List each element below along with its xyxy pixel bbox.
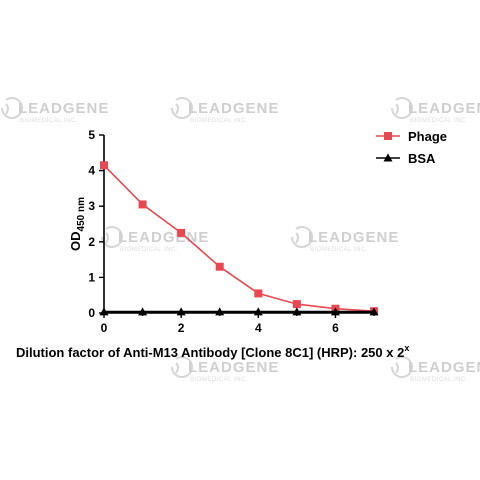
y-tick-label: 2 xyxy=(88,235,95,249)
leaf-icon xyxy=(391,97,413,119)
series-phage-point xyxy=(138,200,147,209)
watermark-text: LEADGENE xyxy=(408,100,480,117)
series-bsa-point xyxy=(176,307,186,316)
legend-item-bsa: BSA xyxy=(376,151,436,166)
x-tick-label: 4 xyxy=(255,321,262,335)
series-bsa xyxy=(99,307,379,316)
series-bsa-point xyxy=(292,307,302,316)
y-tick-label: 1 xyxy=(88,270,95,284)
legend-item-phage: Phage xyxy=(376,129,447,144)
leaf-icon xyxy=(1,97,23,119)
chart-axes xyxy=(103,135,374,314)
series-phage-point xyxy=(100,161,108,170)
x-tick-label: 2 xyxy=(178,321,185,335)
x-tick-label: 0 xyxy=(101,321,108,335)
y-axis-label: OD450 nm xyxy=(68,197,87,251)
y-tick-label: 0 xyxy=(88,306,95,320)
series-bsa-point xyxy=(99,307,109,316)
x-axis-label: Dilution factor of Anti-M13 Antibody [Cl… xyxy=(16,343,409,360)
series-layer xyxy=(99,161,379,316)
legend-swatch-marker xyxy=(383,153,393,162)
x-axis-label-main: Dilution factor of Anti-M13 Antibody [Cl… xyxy=(16,345,404,360)
leaf-icon xyxy=(391,356,413,378)
series-phage-point xyxy=(254,289,263,298)
watermark-text: LEADGENE xyxy=(118,229,209,246)
y-tick-label: 4 xyxy=(88,164,95,178)
series-phage-line xyxy=(103,164,375,313)
watermark-text: LEADGENE xyxy=(18,100,109,117)
x-axis-label-sup: x xyxy=(404,343,409,353)
watermark-text: LEADGENE xyxy=(308,229,399,246)
leaf-icon xyxy=(291,226,313,248)
chart-legend: Phage BSA xyxy=(376,129,447,166)
watermark-subtext: BIOMEDICAL INC. xyxy=(410,377,468,383)
y-axis-label-main: OD xyxy=(68,231,83,251)
y-tick-label: 5 xyxy=(88,128,95,142)
x-ticks: 0 2 4 6 xyxy=(101,313,375,335)
watermark-subtext: BIOMEDICAL INC. xyxy=(120,247,178,253)
series-phage-point xyxy=(215,262,224,271)
watermark-subtext: BIOMEDICAL INC. xyxy=(310,247,368,253)
watermark-subtext: BIOMEDICAL INC. xyxy=(190,118,248,124)
y-tick-label: 3 xyxy=(88,199,95,213)
leaf-icon xyxy=(171,356,193,378)
watermark-subtext: BIOMEDICAL INC. xyxy=(410,118,468,124)
legend-swatch-marker xyxy=(384,132,392,140)
watermark-text: LEADGENE xyxy=(188,100,279,117)
y-axis-label-sub: 450 nm xyxy=(76,197,87,232)
watermark-subtext: BIOMEDICAL INC. xyxy=(20,118,78,124)
leaf-icon xyxy=(171,97,193,119)
series-phage-point xyxy=(177,228,186,237)
x-tick-label: 6 xyxy=(332,321,339,335)
series-bsa-point xyxy=(369,307,379,316)
watermark-text: LEADGENE xyxy=(408,359,480,376)
series-bsa-point xyxy=(253,307,263,316)
y-ticks: 0 1 2 3 4 5 xyxy=(88,128,104,320)
series-bsa-point xyxy=(330,307,340,316)
legend-label: Phage xyxy=(408,129,447,144)
watermark-text: LEADGENE xyxy=(188,359,279,376)
series-bsa-point xyxy=(138,307,148,316)
series-bsa-point xyxy=(215,307,225,316)
series-phage-point xyxy=(292,300,301,309)
watermark-subtext: BIOMEDICAL INC. xyxy=(190,377,248,383)
legend-label: BSA xyxy=(408,151,436,166)
